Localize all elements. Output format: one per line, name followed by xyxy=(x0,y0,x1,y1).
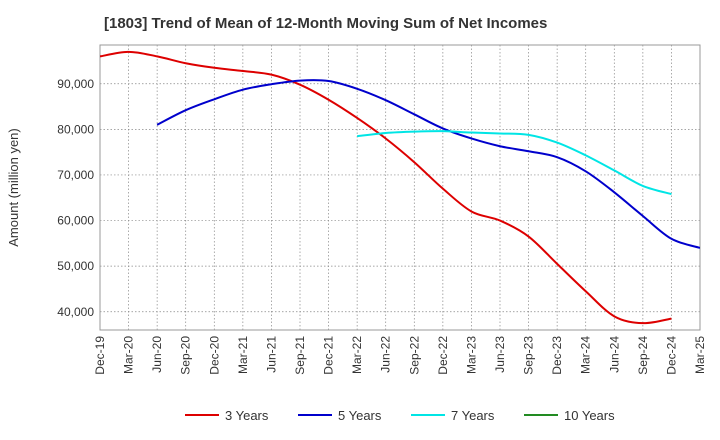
legend: 3 Years 5 Years 7 Years 10 Years xyxy=(185,408,615,423)
series-line-3-years xyxy=(100,50,672,325)
chart-title: [1803] Trend of Mean of 12-Month Moving … xyxy=(104,15,548,32)
x-tick-label: Mar-24 xyxy=(579,336,593,374)
x-tick-label: Dec-19 xyxy=(93,336,107,375)
x-tick-label: Jun-20 xyxy=(150,336,164,373)
series-layer xyxy=(100,50,700,325)
y-tick-label: 90,000 xyxy=(57,77,94,91)
x-tick-label: Sep-23 xyxy=(522,336,536,375)
x-tick-label: Dec-20 xyxy=(207,336,221,375)
x-tick-label: Jun-24 xyxy=(607,336,621,373)
x-tick-label: Dec-22 xyxy=(436,336,450,375)
legend-label-3-years: 3 Years xyxy=(225,408,269,423)
x-tick-label: Mar-21 xyxy=(236,336,250,374)
x-tick-label: Mar-22 xyxy=(350,336,364,374)
x-tick-label: Dec-21 xyxy=(322,336,336,375)
x-tick-label: Jun-21 xyxy=(264,336,278,373)
x-tick-label: Jun-23 xyxy=(493,336,507,373)
x-tick-label: Mar-25 xyxy=(693,336,707,374)
axes-layer: Dec-19 Mar-20 Jun-20 Sep-20 Dec-20 Mar-21 Jun-… xyxy=(57,44,707,375)
plot-frame xyxy=(99,44,701,331)
x-tick-label: Sep-20 xyxy=(179,336,193,375)
y-tick-label: 70,000 xyxy=(57,168,94,182)
x-tick-label: Dec-24 xyxy=(664,336,678,375)
x-tick-label: Dec-23 xyxy=(550,336,564,375)
y-tick-label: 50,000 xyxy=(57,259,94,273)
y-tick-label: 80,000 xyxy=(57,122,94,136)
legend-label-5-years: 5 Years xyxy=(338,408,382,423)
grid-layer xyxy=(100,45,700,330)
x-tick-label: Sep-22 xyxy=(407,336,421,375)
series-line-7-years xyxy=(357,130,672,196)
x-tick-label: Mar-20 xyxy=(122,336,136,374)
y-tick-label: 60,000 xyxy=(57,214,94,228)
x-tick-label: Jun-22 xyxy=(379,336,393,373)
y-axis-label: Amount (million yen) xyxy=(6,128,21,247)
series-line-5-years xyxy=(156,79,700,249)
legend-label-10-years: 10 Years xyxy=(564,408,615,423)
x-tick-label: Sep-24 xyxy=(636,336,650,375)
legend-label-7-years: 7 Years xyxy=(451,408,495,423)
x-tick-label: Sep-21 xyxy=(293,336,307,375)
x-tick-label: Mar-23 xyxy=(464,336,478,374)
y-tick-label: 40,000 xyxy=(57,305,94,319)
